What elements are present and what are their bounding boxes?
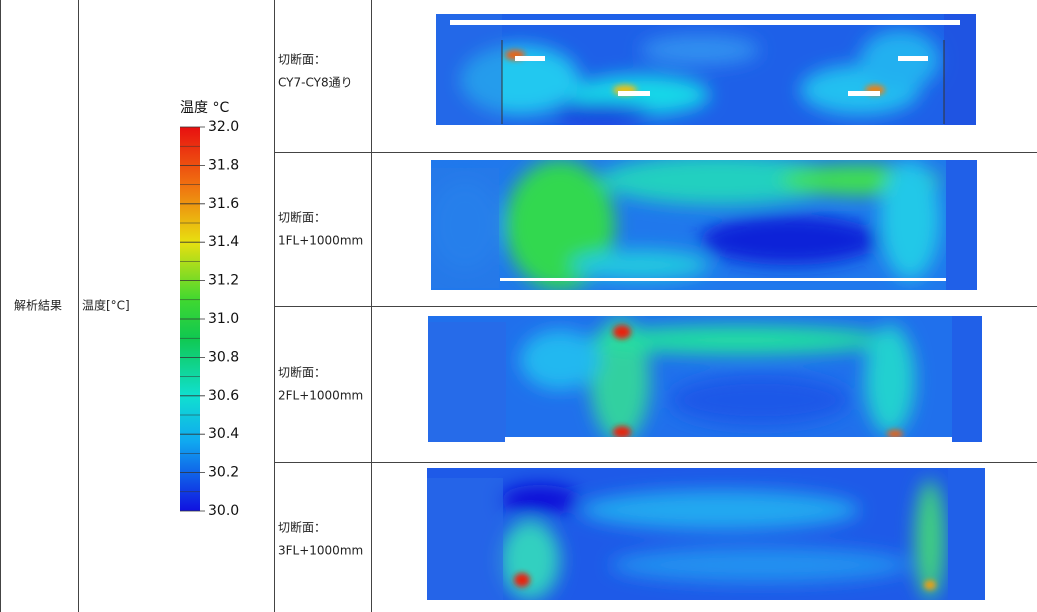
colorbar-ticks: 32.0 31.8 31.6 31.4 31.2 31.0 30.8 30.6 30.4 30.2… — [180, 119, 239, 519]
contour-image — [436, 14, 976, 125]
row-header: 解析結果 — [14, 299, 62, 313]
section-label: CY7-CY8通り — [278, 76, 353, 90]
section-label: 3FL+1000mm — [278, 544, 363, 558]
colorbar-label: 32.0 — [208, 119, 239, 135]
section-label: 切断面： — [278, 520, 326, 535]
section-label: 2FL+1000mm — [278, 389, 363, 403]
section-label: 切断面： — [278, 52, 326, 67]
colorbar-label: 31.4 — [208, 234, 239, 250]
contour-image — [431, 160, 977, 290]
colorbar-label: 31.6 — [208, 196, 239, 212]
section-label: 切断面： — [278, 365, 326, 380]
colorbar-label: 31.8 — [208, 157, 239, 173]
legend-title: 温度 °C — [180, 100, 229, 116]
colorbar-label: 30.8 — [208, 349, 239, 365]
colorbar-label: 30.2 — [208, 465, 239, 481]
colorbar-label: 31.2 — [208, 273, 239, 289]
colorbar-label: 30.0 — [208, 503, 239, 519]
section-label: 1FL+1000mm — [278, 234, 363, 248]
column-header: 温度[°C] — [82, 298, 130, 313]
colorbar-label: 31.0 — [208, 311, 239, 327]
contour-image — [428, 316, 982, 442]
section-label: 切断面： — [278, 210, 326, 225]
colorbar-label: 30.6 — [208, 388, 239, 404]
contour-image — [427, 468, 985, 600]
colorbar-label: 30.4 — [208, 426, 239, 442]
